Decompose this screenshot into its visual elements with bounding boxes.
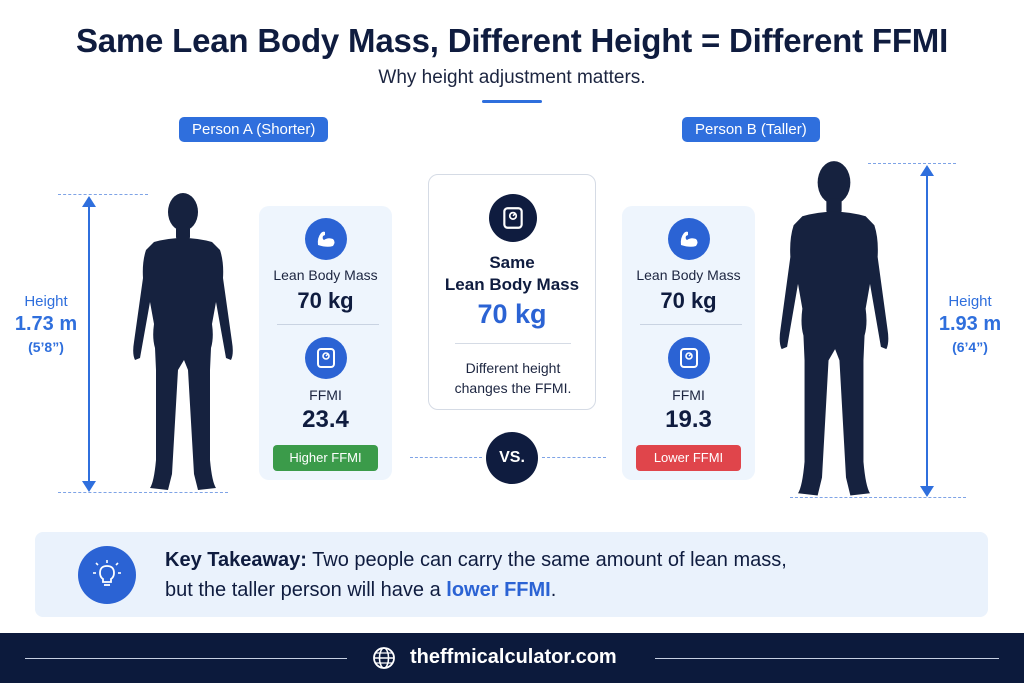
lightbulb-icon (78, 546, 136, 604)
person-a-card: Lean Body Mass 70 kg FFMI 23.4 Higher FF… (259, 206, 392, 480)
center-lbm-value: 70 kg (477, 299, 547, 329)
person-b-height-line (926, 175, 928, 487)
page-title: Same Lean Body Mass, Different Height = … (75, 22, 949, 59)
takeaway-line-1: Key Takeaway: Two people can carry the s… (165, 549, 787, 572)
center-lbm-label: Lean Body Mass (444, 275, 580, 294)
person-a-height-line (88, 206, 90, 482)
person-a-silhouette (133, 193, 233, 490)
person-a-lbm-value: 70 kg (297, 288, 354, 313)
person-b-bottom-guide (790, 497, 966, 498)
vs-right-guide (542, 457, 606, 458)
person-a-tag: Person A (Shorter) (179, 117, 329, 142)
person-b-height-imperial: (6’4”) (952, 339, 988, 355)
person-b-height-label: Height (948, 293, 992, 310)
person-b-divider (640, 324, 742, 325)
scale-icon (668, 337, 710, 379)
person-a-ffmi-value: 23.4 (302, 406, 349, 433)
person-b-height: Height 1.93 m (6’4”) (930, 291, 1010, 357)
person-b-arrow-down (920, 486, 934, 497)
person-b-lbm-label: Lean Body Mass (636, 267, 741, 283)
person-a-ffmi-label: FFMI (309, 387, 342, 403)
person-b-tag: Person B (Taller) (682, 117, 820, 142)
center-divider (455, 343, 571, 344)
person-b-card: Lean Body Mass 70 kg FFMI 19.3 Lower FFM… (622, 206, 755, 480)
center-card: Same Lean Body Mass 70 kg Different heig… (428, 174, 596, 410)
person-b-ffmi-badge: Lower FFMI (636, 445, 741, 471)
globe-icon (373, 647, 395, 669)
person-a-bottom-guide (58, 492, 228, 493)
page-subtitle: Why height adjustment matters. (378, 67, 646, 88)
footer: theffmicalculator.com (0, 633, 1024, 683)
takeaway-line-2-end: . (550, 579, 557, 601)
person-b-arrow-up (920, 165, 934, 176)
person-a-height-label: Height (24, 293, 68, 310)
vs-left-guide (410, 457, 482, 458)
subtitle-underline (482, 100, 542, 103)
footer-url[interactable]: theffmicalculator.com (410, 646, 617, 668)
flexed-arm-icon (305, 218, 347, 260)
person-a-height-imperial: (5’8”) (28, 339, 64, 355)
person-a-arrow-up (82, 196, 96, 207)
footer-left-rule (25, 658, 347, 659)
key-takeaway-box: Key Takeaway: Two people can carry the s… (35, 532, 988, 617)
scale-icon (305, 337, 347, 379)
takeaway-lead: Key Takeaway: (165, 549, 307, 571)
person-b-lbm-value: 70 kg (660, 288, 717, 313)
person-a-ffmi-badge: Higher FFMI (273, 445, 378, 471)
person-a-height: Height 1.73 m (5’8”) (6, 291, 86, 357)
person-a-lbm-label: Lean Body Mass (273, 267, 378, 283)
scale-icon (489, 194, 537, 242)
person-b-ffmi-label: FFMI (672, 387, 705, 403)
person-a-arrow-down (82, 481, 96, 492)
flexed-arm-icon (668, 218, 710, 260)
takeaway-line-2: but the taller person will have a lower … (165, 579, 556, 602)
takeaway-line-2-text: but the taller person will have a (165, 579, 447, 601)
person-a-height-metric: 1.73 m (14, 313, 78, 335)
person-b-ffmi-value: 19.3 (665, 406, 712, 433)
vs-badge: VS. (486, 432, 538, 484)
takeaway-line-1-text: Two people can carry the same amount of … (306, 549, 787, 571)
center-note: Different height changes the FFMI. (454, 360, 572, 396)
person-a-top-guide (58, 194, 148, 195)
person-b-height-metric: 1.93 m (938, 313, 1002, 335)
person-b-silhouette (779, 161, 889, 496)
takeaway-accent: lower FFMI (446, 579, 551, 601)
footer-right-rule (655, 658, 999, 659)
person-b-top-guide (868, 163, 956, 164)
center-same-label: Same (489, 253, 535, 272)
person-a-divider (277, 324, 379, 325)
